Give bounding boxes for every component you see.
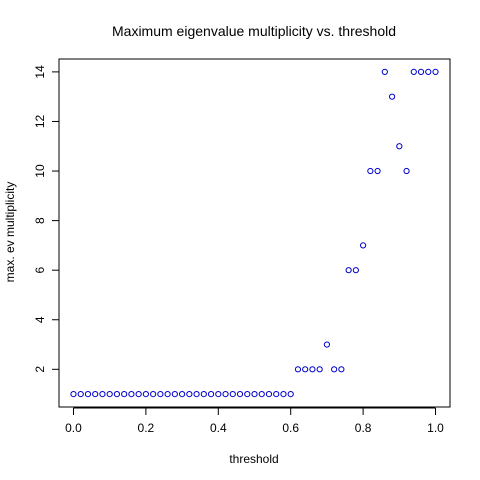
data-point — [244, 391, 251, 398]
x-axis: 0.0 0.2 0.4 0.6 0.8 1.0 — [65, 407, 444, 435]
y-tick-label: 6 — [33, 267, 47, 274]
data-point — [316, 366, 323, 373]
y-tick-label: 10 — [33, 164, 47, 178]
data-point — [70, 391, 77, 398]
data-point — [425, 68, 432, 75]
data-point — [150, 391, 157, 398]
y-tick-label: 14 — [33, 65, 47, 79]
data-point — [352, 267, 359, 274]
data-point — [360, 242, 367, 249]
data-point — [113, 391, 121, 398]
data-point — [403, 167, 410, 175]
y-tick-label: 2 — [33, 366, 47, 373]
y-tick-label: 12 — [33, 114, 47, 128]
data-point — [410, 68, 417, 75]
data-point — [432, 68, 439, 75]
data-point — [207, 391, 215, 398]
data-point — [193, 391, 200, 398]
x-tick-label: 0.2 — [138, 421, 155, 435]
data-point — [157, 391, 164, 398]
data-point — [280, 391, 287, 398]
data-point — [164, 391, 171, 398]
data-points — [70, 68, 439, 398]
data-point — [374, 167, 381, 175]
data-point — [287, 391, 294, 398]
x-tick-label: 0.4 — [210, 421, 227, 435]
data-point — [273, 391, 280, 398]
plot-frame — [58, 58, 451, 408]
data-point — [135, 391, 142, 398]
data-point — [258, 391, 265, 398]
x-tick-label: 0.8 — [355, 421, 372, 435]
data-point — [121, 391, 128, 398]
x-axis-label: threshold — [229, 452, 278, 466]
data-point — [106, 391, 113, 398]
data-point — [417, 68, 425, 75]
data-point — [222, 391, 229, 398]
y-axis: 2 4 6 8 10 12 14 — [33, 65, 60, 373]
data-point — [142, 391, 149, 398]
data-point — [178, 391, 186, 398]
data-point — [345, 267, 352, 274]
chart-title: Maximum eigenvalue multiplicity vs. thre… — [112, 23, 396, 39]
data-point — [92, 391, 99, 398]
data-point — [388, 93, 396, 100]
data-point — [265, 391, 273, 398]
data-point — [215, 391, 222, 398]
data-point — [128, 391, 135, 398]
x-tick-label: 0.0 — [65, 421, 82, 435]
data-point — [251, 391, 258, 398]
data-point — [309, 366, 316, 373]
data-point — [236, 391, 244, 398]
y-axis-label: max. ev multiplicity — [3, 182, 17, 283]
data-point — [331, 366, 338, 373]
data-point — [302, 366, 309, 373]
data-point — [367, 167, 374, 175]
data-point — [99, 391, 106, 398]
data-point — [294, 366, 302, 373]
x-tick-label: 1.0 — [427, 421, 444, 435]
data-point — [338, 366, 345, 373]
data-point — [396, 143, 403, 150]
data-point — [171, 391, 178, 398]
data-point — [229, 391, 236, 398]
data-point — [186, 391, 193, 398]
data-point — [381, 68, 388, 75]
x-tick-label: 0.6 — [282, 421, 299, 435]
data-point — [84, 391, 92, 398]
data-point — [77, 391, 84, 398]
y-tick-label: 4 — [33, 316, 47, 323]
y-tick-label: 8 — [33, 217, 47, 224]
data-point — [323, 341, 331, 348]
data-point — [200, 391, 207, 398]
